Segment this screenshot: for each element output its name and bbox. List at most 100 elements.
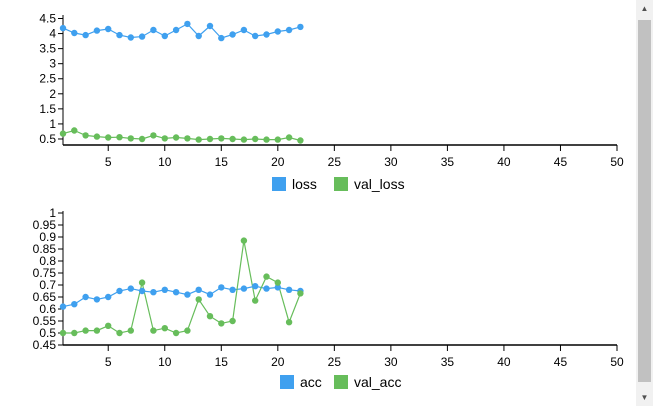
data-point-val_acc [82, 327, 89, 334]
x-tick-label: 20 [271, 355, 285, 369]
x-tick-label: 35 [441, 355, 455, 369]
x-tick-label: 10 [158, 355, 172, 369]
data-point-loss [71, 29, 78, 37]
x-tick-label: 35 [441, 155, 455, 169]
x-tick-label: 45 [554, 355, 568, 369]
x-tick-label: 50 [610, 355, 624, 369]
data-point-val_acc [127, 327, 134, 334]
data-point-val_loss [93, 133, 101, 140]
y-tick-label: 0.9 [39, 230, 56, 244]
x-tick-label: 45 [554, 155, 568, 169]
series-line-val_loss [62, 129, 301, 142]
data-point-loss [116, 31, 123, 39]
y-tick-label: 3 [49, 57, 56, 71]
data-point-val_loss [252, 135, 259, 143]
y-tick-label: 0.45 [33, 338, 57, 352]
scroll-up-arrow-icon[interactable]: ▲ [640, 4, 649, 13]
data-point-loss [297, 23, 304, 31]
data-point-val_acc [161, 325, 168, 332]
legend-swatch-val_acc [334, 375, 348, 389]
y-tick-label: 0.95 [33, 218, 57, 232]
x-tick-label: 50 [610, 155, 624, 169]
y-tick-label: 1 [49, 117, 56, 131]
data-point-val_acc [71, 329, 78, 337]
data-point-loss [150, 26, 157, 34]
data-point-val_acc [138, 279, 146, 286]
data-point-loss [206, 22, 214, 30]
data-point-val_loss [285, 134, 293, 141]
legend-label-loss: loss [292, 176, 317, 192]
data-point-loss [240, 26, 248, 34]
data-point-val_loss [274, 136, 281, 143]
data-point-acc [206, 291, 214, 298]
data-point-loss [195, 32, 202, 40]
data-point-val_acc [195, 296, 202, 303]
data-point-val_loss [116, 134, 123, 141]
data-point-acc [274, 284, 281, 291]
x-tick-label: 15 [215, 355, 229, 369]
legend-swatch-loss [272, 177, 286, 191]
data-point-acc [150, 289, 157, 296]
data-point-acc [184, 291, 191, 298]
scroll-down-arrow-icon[interactable]: ▼ [640, 393, 649, 402]
data-point-loss [184, 20, 191, 28]
data-point-acc [172, 289, 180, 296]
data-point-val_loss [206, 135, 214, 143]
data-point-val_acc [240, 237, 248, 244]
x-tick-label: 30 [384, 155, 398, 169]
data-point-acc [285, 286, 293, 293]
data-point-acc [218, 284, 225, 291]
y-tick-label: 0.6 [39, 302, 56, 316]
data-point-val_acc [93, 327, 101, 334]
data-point-val_loss [184, 135, 191, 142]
data-point-val_acc [172, 329, 180, 337]
data-point-acc [127, 285, 134, 292]
data-point-val_acc [105, 322, 112, 329]
data-point-val_acc [184, 327, 191, 334]
y-tick-label: 1 [49, 206, 56, 220]
data-point-acc [229, 286, 236, 293]
data-point-acc [263, 285, 270, 292]
y-tick-label: 2 [49, 87, 56, 101]
data-point-val_loss [127, 135, 134, 142]
data-point-val_loss [82, 132, 89, 139]
data-point-val_loss [105, 134, 112, 141]
y-tick-label: 4 [49, 27, 56, 41]
x-tick-label: 40 [497, 155, 511, 169]
legend-label-acc: acc [300, 374, 322, 390]
data-point-loss [161, 32, 168, 40]
data-point-loss [218, 34, 225, 42]
data-point-loss [59, 24, 67, 32]
data-point-loss [105, 25, 112, 33]
data-point-val_acc [206, 313, 214, 320]
data-point-val_acc [218, 320, 225, 327]
x-tick-label: 10 [158, 155, 172, 169]
y-tick-label: 0.55 [33, 314, 57, 328]
data-point-val_loss [161, 135, 168, 142]
data-point-val_acc [229, 317, 236, 325]
y-tick-label: 0.8 [39, 254, 56, 268]
data-point-loss [172, 26, 180, 34]
vertical-scrollbar[interactable]: ▲ ▼ [636, 0, 653, 406]
data-point-val_loss [263, 136, 270, 143]
data-point-val_loss [229, 135, 236, 143]
data-point-loss [229, 31, 236, 38]
series-line-val_acc [63, 240, 301, 334]
data-point-acc [116, 287, 123, 295]
scrollbar-thumb[interactable] [638, 20, 651, 382]
data-point-val_acc [116, 329, 123, 337]
data-point-val_acc [297, 290, 304, 297]
x-tick-label: 25 [328, 155, 342, 169]
y-tick-label: 1.5 [39, 102, 56, 116]
y-tick-label: 4.5 [39, 12, 56, 26]
data-point-val_acc [263, 273, 270, 280]
x-tick-label: 15 [215, 155, 229, 169]
legend-label-val_acc: val_acc [354, 374, 401, 390]
x-tick-label: 5 [105, 155, 112, 169]
y-tick-label: 0.5 [39, 132, 56, 146]
data-point-val_loss [195, 136, 202, 143]
data-point-val_loss [218, 135, 225, 142]
data-point-val_loss [71, 127, 78, 134]
y-tick-label: 2.5 [39, 72, 56, 86]
